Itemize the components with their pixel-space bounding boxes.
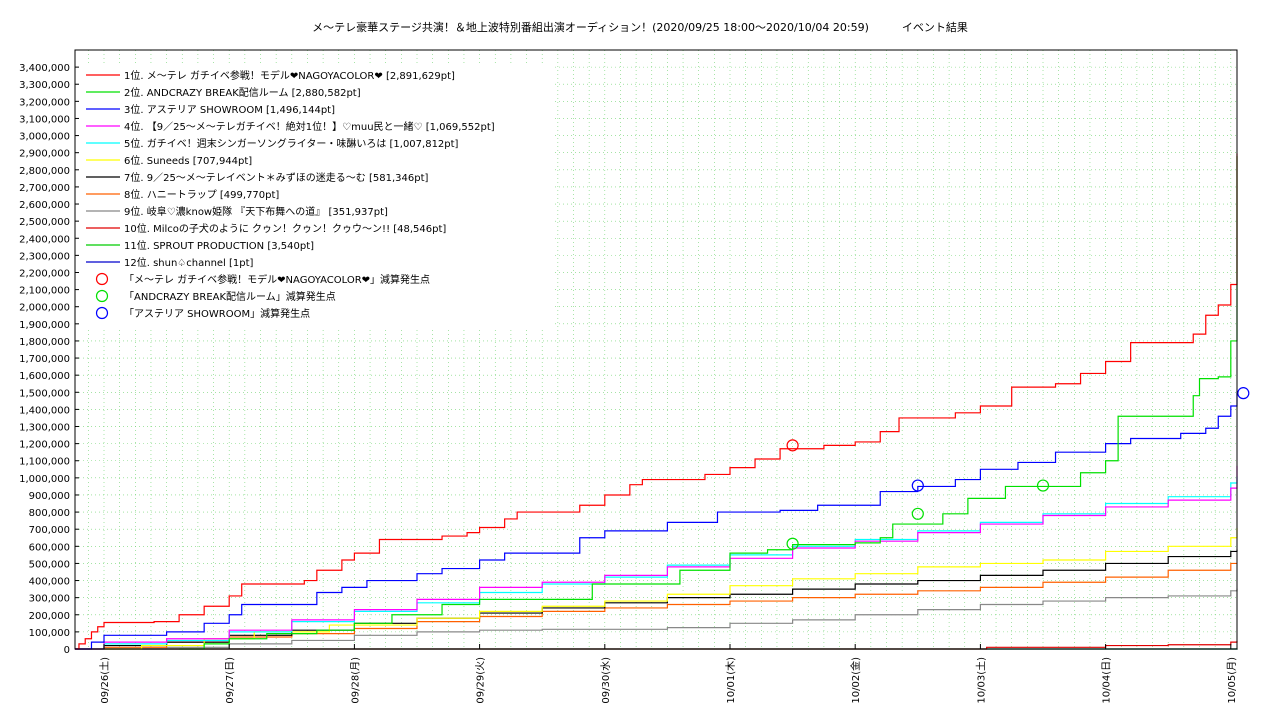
legend-label-5: 5位. ガチイベ！週末シンガーソングライター・味醂いろは [1,007,812p… [124, 137, 459, 150]
y-tick-label: 3,200,000 [19, 97, 70, 108]
y-tick-label: 3,300,000 [19, 80, 70, 91]
plot-frame [74, 49, 1238, 650]
y-tick-label: 1,000,000 [19, 474, 70, 485]
series-line-5 [75, 476, 1238, 650]
y-tick-label: 2,900,000 [19, 149, 70, 160]
legend-label-4: 4位. 【9／25～メ～テレガチイベ！絶対1位！】♡muu民と一緒♡ [1,06… [124, 120, 495, 133]
x-tick-label: 10/05(月) [1226, 657, 1238, 704]
y-tick-label: 800,000 [29, 508, 70, 519]
y-tick-label: 2,600,000 [19, 200, 70, 211]
y-tick-label: 1,600,000 [19, 371, 70, 382]
x-tick-label: 09/30(水) [600, 657, 612, 704]
series-line-6 [104, 527, 1238, 650]
legend-dropoff-label-1: 「メ～テレ ガチイベ参戦！モデル❤NAGOYACOLOR❤」減算発生点 [124, 273, 430, 286]
y-axis-ticks: 0 100,000 200,000 300,000 400,000 500,000 600,… [19, 63, 79, 656]
y-tick-label: 2,400,000 [19, 234, 70, 245]
legend-box [79, 64, 554, 328]
y-tick-label: 2,800,000 [19, 166, 70, 177]
legend-dropoff-label-3: 「アステリア SHOWROOM」減算発生点 [124, 307, 310, 320]
series-line-8 [75, 562, 1237, 650]
y-tick-label: 2,200,000 [19, 268, 70, 279]
legend-dropoff-marker-2 [95, 289, 109, 303]
legend-label-10: 10位. Milcoの子犬のように クゥン！クゥン！クゥウ～ン!! [48,54… [124, 222, 446, 235]
legend-dropoff-marker-1 [95, 272, 109, 286]
legend-label-8: 8位. ハニートラップ [499,770pt] [124, 188, 279, 201]
legend-label-12: 12位. shun♤channel [1pt] [124, 256, 254, 269]
x-tick-label: 10/03(土) [974, 657, 987, 704]
legend-label-11: 11位. SPROUT PRODUCTION [3,540pt] [124, 239, 314, 252]
dropoff-marker-2 [786, 537, 799, 550]
x-tick-label: 10/02(金) [849, 657, 862, 704]
legend-label-7: 7位. 9／25～メ～テレイベント＊みずほの迷走る～む [581,346pt] [124, 171, 429, 184]
y-tick-label: 1,300,000 [19, 423, 70, 434]
y-tick-label: 2,500,000 [19, 217, 70, 228]
series-line-3 [75, 392, 1238, 650]
x-tick-label: 09/28(月) [349, 657, 361, 704]
chart-title: メ～テレ豪華ステージ共演！＆地上波特別番組出演オーディション！(2020/09/… [312, 21, 968, 34]
dropoff-marker-2 [1036, 479, 1050, 492]
legend-label-9: 9位. 岐阜♡濃know姫隊 『天下布舞への道』 [351,937pt] [124, 205, 388, 218]
x-tick-label: 10/04(日) [1102, 657, 1113, 704]
legend-dropoff-label-2: 「ANDCRAZY BREAK配信ルーム」減算発生点 [124, 290, 336, 303]
y-tick-label: 2,300,000 [19, 251, 70, 262]
y-tick-label: 1,500,000 [19, 388, 70, 399]
x-tick-label: 09/29(火) [475, 657, 487, 704]
dropoff-marker-1 [786, 439, 799, 452]
y-tick-label: 400,000 [29, 577, 70, 588]
x-axis-ticks: 09/26(土) 09/27(日) 09/28(月) 09/29(火) 09/30(水)… [98, 644, 1238, 704]
grid [75, 50, 1237, 650]
y-tick-label: 1,200,000 [19, 440, 70, 451]
y-tick-label: 3,000,000 [19, 132, 70, 143]
dropoff-marker-2 [911, 507, 924, 520]
legend-label-3: 3位. アステリア SHOWROOM [1,496,144pt] [124, 103, 335, 116]
dropoff-marker-3 [911, 479, 924, 492]
y-tick-label: 1,100,000 [19, 457, 70, 468]
y-tick-label: 100,000 [29, 628, 70, 639]
y-tick-label: 1,400,000 [19, 405, 70, 416]
y-tick-label: 2,100,000 [19, 286, 70, 297]
y-tick-label: 200,000 [29, 611, 70, 622]
y-tick-label: 1,700,000 [19, 354, 70, 365]
series-line-7 [75, 549, 1238, 650]
legend: 1位. メ～テレ ガチイベ参戦！モデル❤NAGOYACOLOR❤ [2,891,… [79, 64, 554, 328]
y-tick-label: 500,000 [29, 559, 70, 570]
series-line-1 [75, 153, 1238, 650]
dropoff-markers [786, 387, 1250, 550]
y-tick-label: 3,100,000 [19, 114, 70, 125]
series-line-10 [75, 640, 1238, 650]
dropoff-marker-3 [1237, 387, 1250, 400]
y-tick-label: 1,900,000 [19, 320, 70, 331]
y-tick-label: 300,000 [29, 594, 70, 605]
legend-label-6: 6位. Suneeds [707,944pt] [124, 154, 252, 167]
x-tick-label: 10/01(木) [725, 657, 737, 704]
legend-label-1: 1位. メ～テレ ガチイベ参戦！モデル❤NAGOYACOLOR❤ [2,891,… [124, 69, 455, 82]
y-tick-label: 3,400,000 [19, 63, 70, 74]
y-tick-label: 0 [64, 645, 70, 656]
y-tick-label: 700,000 [29, 525, 70, 536]
series-line-2 [179, 156, 1238, 650]
x-tick-label: 09/26(土) [98, 657, 111, 704]
series-line-4 [75, 465, 1238, 650]
series-line-9 [104, 588, 1238, 650]
x-tick-label: 09/27(日) [225, 657, 236, 704]
y-tick-label: 600,000 [29, 542, 70, 553]
y-tick-label: 2,000,000 [19, 303, 70, 314]
legend-label-2: 2位. ANDCRAZY BREAK配信ルーム [2,880,582pt] [124, 86, 361, 99]
y-tick-label: 900,000 [29, 491, 70, 502]
legend-dropoff-marker-3 [95, 306, 109, 320]
y-tick-label: 1,800,000 [19, 337, 70, 348]
y-tick-label: 2,700,000 [19, 183, 70, 194]
